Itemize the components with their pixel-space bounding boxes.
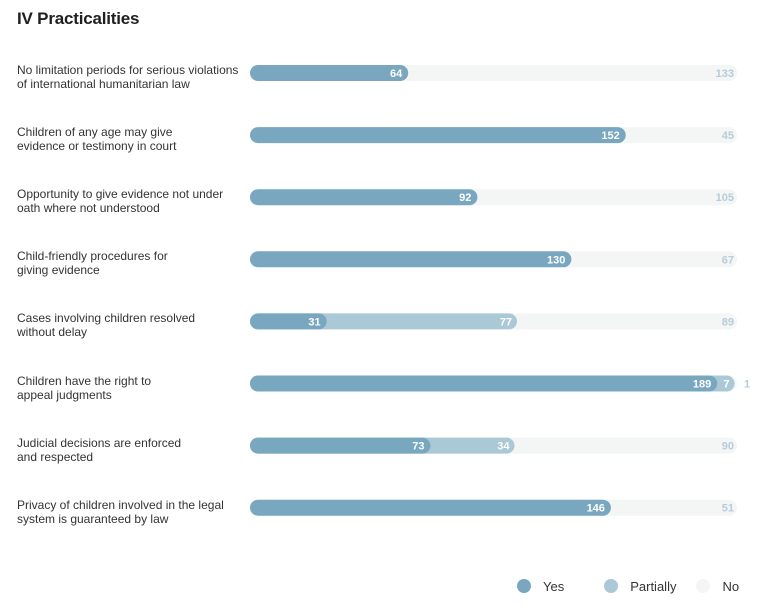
category-label-line: system is guaranteed by law <box>17 511 169 526</box>
value-label-yes: 152 <box>601 130 619 142</box>
category-label-line: Opportunity to give evidence not under <box>17 187 224 202</box>
value-label-no: 89 <box>722 316 734 328</box>
category-label: No limitation periods for serious violat… <box>17 63 242 91</box>
legend-label-no: No <box>722 578 740 594</box>
legend-label-yes: Yes <box>543 578 565 594</box>
legend-label-partially: Partially <box>630 578 677 594</box>
category-label-line: appeal judgments <box>17 387 112 402</box>
category-label-line: without delay <box>17 325 88 340</box>
category-label-line: Child-friendly procedures for <box>17 249 168 264</box>
category-label-line: Children have the right to <box>17 373 152 388</box>
bar-yes <box>250 251 572 268</box>
bar-yes <box>250 127 626 144</box>
category-label: Opportunity to give evidence not under oa… <box>17 187 242 215</box>
category-label: Children of any age may give evidence or … <box>17 125 242 153</box>
category-label-line: Privacy of children involved in the lega… <box>17 497 224 512</box>
value-label-no: 51 <box>722 503 734 515</box>
value-label-yes: 64 <box>390 68 403 80</box>
category-label-line: evidence or testimony in court <box>17 139 177 154</box>
category-label-line: Children of any age may give <box>17 125 173 140</box>
value-label-partially: 7 <box>723 379 729 391</box>
legend-swatch-partially <box>604 579 619 593</box>
value-label-yes: 31 <box>308 316 320 328</box>
category-label: Privacy of children involved in the lega… <box>17 498 242 526</box>
value-label-yes: 146 <box>587 503 605 515</box>
bar-yes <box>250 189 478 206</box>
category-label-line: of international humanitarian law <box>17 77 190 91</box>
bar-yes <box>250 375 718 392</box>
value-label-no: 105 <box>716 192 734 204</box>
category-label: Cases involving children resolved without… <box>17 311 242 339</box>
category-label-line: Cases involving children resolved <box>17 311 196 326</box>
legend-swatch-yes <box>517 579 531 593</box>
bar-yes <box>250 437 431 454</box>
value-label-no: 45 <box>722 130 734 142</box>
bar-yes <box>250 313 327 330</box>
value-label-no: 67 <box>722 254 734 266</box>
value-label-yes: 130 <box>547 254 565 266</box>
value-label-partially: 34 <box>497 441 510 453</box>
value-label-yes: 92 <box>459 192 471 204</box>
value-label-partially: 77 <box>500 316 512 328</box>
value-label-yes: 189 <box>693 379 711 391</box>
category-label: Child-friendly procedures for giving evid… <box>17 249 242 277</box>
legend-item-yes: Yes <box>517 579 564 594</box>
category-label-line: No limitation periods for serious violat… <box>17 63 239 77</box>
value-label-no: 90 <box>722 441 734 453</box>
legend-item-partially: Partially <box>604 579 676 594</box>
value-label-no: 1 <box>744 379 750 391</box>
legend-swatch-no <box>696 579 711 593</box>
bar-yes <box>250 499 611 516</box>
category-label-line: oath where not understood <box>17 201 160 216</box>
category-label-line: Judicial decisions are enforced <box>17 435 182 450</box>
value-label-no: 133 <box>716 68 734 80</box>
legend-item-no: No <box>696 579 739 594</box>
category-label-line: giving evidence <box>17 263 100 278</box>
bar-yes <box>250 65 409 81</box>
chart-title: IV Practicalities <box>17 9 140 28</box>
category-label: Judicial decisions are enforced and respe… <box>17 436 242 464</box>
category-label: Children have the right to appeal judgmen… <box>17 374 242 402</box>
category-label-line: and respected <box>17 449 94 464</box>
legend: Yes Partially No <box>517 576 739 596</box>
value-label-yes: 73 <box>412 441 424 453</box>
